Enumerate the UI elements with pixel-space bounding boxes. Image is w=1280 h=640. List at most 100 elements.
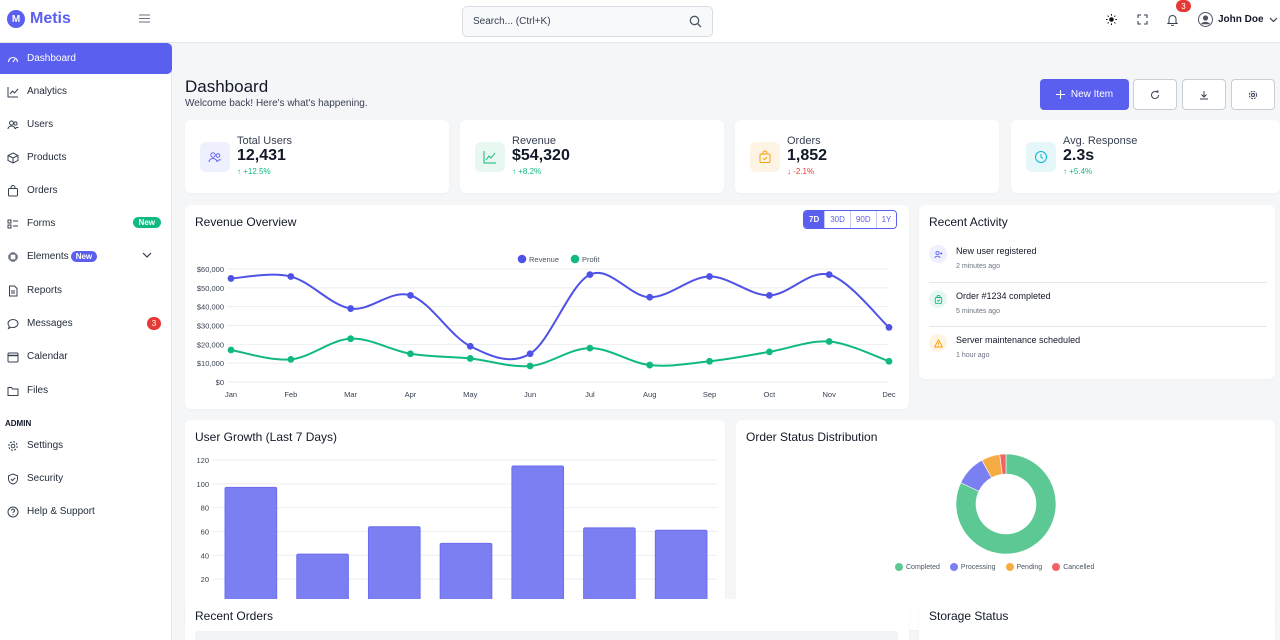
- user-growth-card: User Growth (Last 7 Days) 02040608010012…: [185, 420, 725, 630]
- main-content: Dashboard Welcome back! Here's what's ha…: [172, 43, 1280, 640]
- y-tick-label: $50,000: [197, 284, 224, 293]
- range-1y[interactable]: 1Y: [875, 211, 897, 228]
- chevron-down-icon[interactable]: [142, 252, 152, 258]
- data-point-profit: [586, 344, 594, 352]
- new-badge: New: [70, 251, 98, 262]
- chart-line-icon: [475, 142, 505, 172]
- sidebar-item-label: Orders: [27, 185, 58, 196]
- sidebar-item-products[interactable]: Products: [0, 142, 172, 173]
- sidebar-item-calendar[interactable]: Calendar: [0, 341, 172, 372]
- sidebar-item-messages[interactable]: Messages 3: [0, 308, 172, 339]
- refresh-button[interactable]: [1133, 79, 1177, 110]
- app-name: Metis: [30, 10, 71, 27]
- sidebar-item-dashboard[interactable]: Dashboard: [0, 43, 172, 74]
- bar: [296, 553, 349, 604]
- legend-label: Profit: [582, 255, 600, 264]
- range-30d[interactable]: 30D: [824, 211, 850, 228]
- activity-title: New user registered: [956, 246, 1037, 256]
- legend-swatch: [517, 254, 527, 264]
- sidebar-item-label: Files: [27, 385, 49, 396]
- sidebar-item-forms[interactable]: Forms New: [0, 208, 172, 239]
- notification-badge: 3: [1176, 0, 1191, 12]
- legend-label: Pending: [1016, 563, 1043, 571]
- legend-item[interactable]: Pending: [1005, 563, 1043, 571]
- sidebar-item-label: Users: [27, 119, 54, 130]
- data-point-revenue: [706, 273, 713, 280]
- y-tick-label: 100: [196, 480, 209, 489]
- user-name: John Doe: [1218, 14, 1264, 25]
- sidebar-item-files[interactable]: Files: [0, 375, 172, 406]
- range-90d[interactable]: 90D: [849, 211, 876, 228]
- orders-table-header: [195, 631, 898, 640]
- activity-item[interactable]: New user registered 2 minutes ago: [929, 242, 1267, 286]
- analytics-icon: [7, 86, 19, 98]
- menu-toggle-icon[interactable]: [139, 14, 150, 23]
- bar: [367, 526, 421, 604]
- settings-button[interactable]: [1231, 79, 1275, 110]
- series-line-profit: [230, 337, 890, 368]
- stat-label: Total Users: [237, 135, 293, 147]
- stat-card-avg-response: Avg. Response 2.3s ↑ +5.4%: [1011, 120, 1280, 193]
- recent-orders-card: Recent Orders: [185, 599, 909, 640]
- user-menu[interactable]: John Doe: [1198, 12, 1278, 27]
- theme-toggle-icon[interactable]: [1106, 14, 1117, 25]
- sidebar-item-users[interactable]: Users: [0, 109, 172, 140]
- download-button[interactable]: [1182, 79, 1226, 110]
- x-tick-label: Sep: [703, 390, 716, 399]
- legend-item[interactable]: Completed: [895, 563, 940, 571]
- sidebar-item-orders[interactable]: Orders: [0, 175, 172, 206]
- range-7d[interactable]: 7D: [804, 211, 825, 228]
- avatar-icon: [1198, 12, 1213, 27]
- data-point-profit: [885, 357, 893, 365]
- storage-status-card: Storage Status: [919, 599, 1275, 640]
- forms-icon: [7, 218, 19, 230]
- notification-bell-icon[interactable]: [1167, 14, 1178, 26]
- sidebar-item-reports[interactable]: Reports: [0, 275, 172, 306]
- x-tick-label: Jul: [585, 390, 595, 399]
- legend-swatch: [1005, 563, 1014, 571]
- sidebar-item-security[interactable]: Security: [0, 463, 172, 494]
- stat-value: $54,320: [512, 147, 570, 164]
- gear-icon: [1248, 90, 1258, 100]
- y-tick-label: $40,000: [197, 303, 224, 312]
- bar: [654, 529, 708, 604]
- stat-card-revenue: Revenue $54,320 ↑ +8.2%: [460, 120, 724, 193]
- activity-time: 1 hour ago: [956, 352, 990, 359]
- help-icon: [7, 506, 19, 518]
- legend-item[interactable]: Cancelled: [1052, 563, 1094, 571]
- sidebar-item-settings[interactable]: Settings: [0, 430, 172, 461]
- user-growth-bar-chart: 020406080100120Day 24Day 25Day 26Day 27D…: [196, 456, 717, 618]
- legend-item[interactable]: Processing: [949, 563, 996, 571]
- logo[interactable]: M Metis: [7, 10, 71, 28]
- donut-legend: Completed Processing Pending Cancelled: [895, 563, 1094, 571]
- bag-check-icon: [929, 290, 947, 308]
- new-item-button[interactable]: New Item: [1040, 79, 1129, 110]
- data-point-revenue: [646, 293, 654, 301]
- sidebar-item-analytics[interactable]: Analytics: [0, 76, 172, 107]
- data-point-revenue: [586, 271, 594, 279]
- stat-card-total-users: Total Users 12,431 ↑ +12.5%: [185, 120, 449, 193]
- sidebar-item-label: Messages: [27, 318, 73, 329]
- data-point-profit: [407, 350, 414, 358]
- revenue-overview-card: Revenue Overview 7D 30D 90D 1Y $0 $10,000…: [185, 205, 909, 409]
- y-tick-label: $30,000: [197, 322, 224, 331]
- search-icon[interactable]: [689, 15, 702, 28]
- legend-swatch: [570, 254, 580, 264]
- activity-item[interactable]: Server maintenance scheduled 1 hour ago: [929, 331, 1267, 375]
- stat-value: 1,852: [787, 147, 828, 164]
- card-title: User Growth (Last 7 Days): [195, 430, 338, 444]
- stat-change: ↓ -2.1%: [787, 167, 815, 176]
- sidebar-item-help-support[interactable]: Help & Support: [0, 496, 172, 527]
- card-title: Recent Activity: [929, 215, 1008, 229]
- file-icon: [7, 285, 19, 297]
- divider: [929, 326, 1267, 327]
- search-input[interactable]: Search... (Ctrl+K): [462, 6, 713, 37]
- sidebar-item-elements[interactable]: Elements New: [0, 241, 172, 272]
- stat-card-orders: Orders 1,852 ↓ -2.1%: [735, 120, 999, 193]
- fullscreen-icon[interactable]: [1137, 14, 1148, 25]
- download-icon: [1199, 90, 1209, 100]
- logo-mark-icon: M: [7, 10, 25, 28]
- activity-item[interactable]: Order #1234 completed 5 minutes ago: [929, 287, 1267, 331]
- legend-label: Completed: [906, 563, 940, 571]
- folder-icon: [7, 385, 19, 397]
